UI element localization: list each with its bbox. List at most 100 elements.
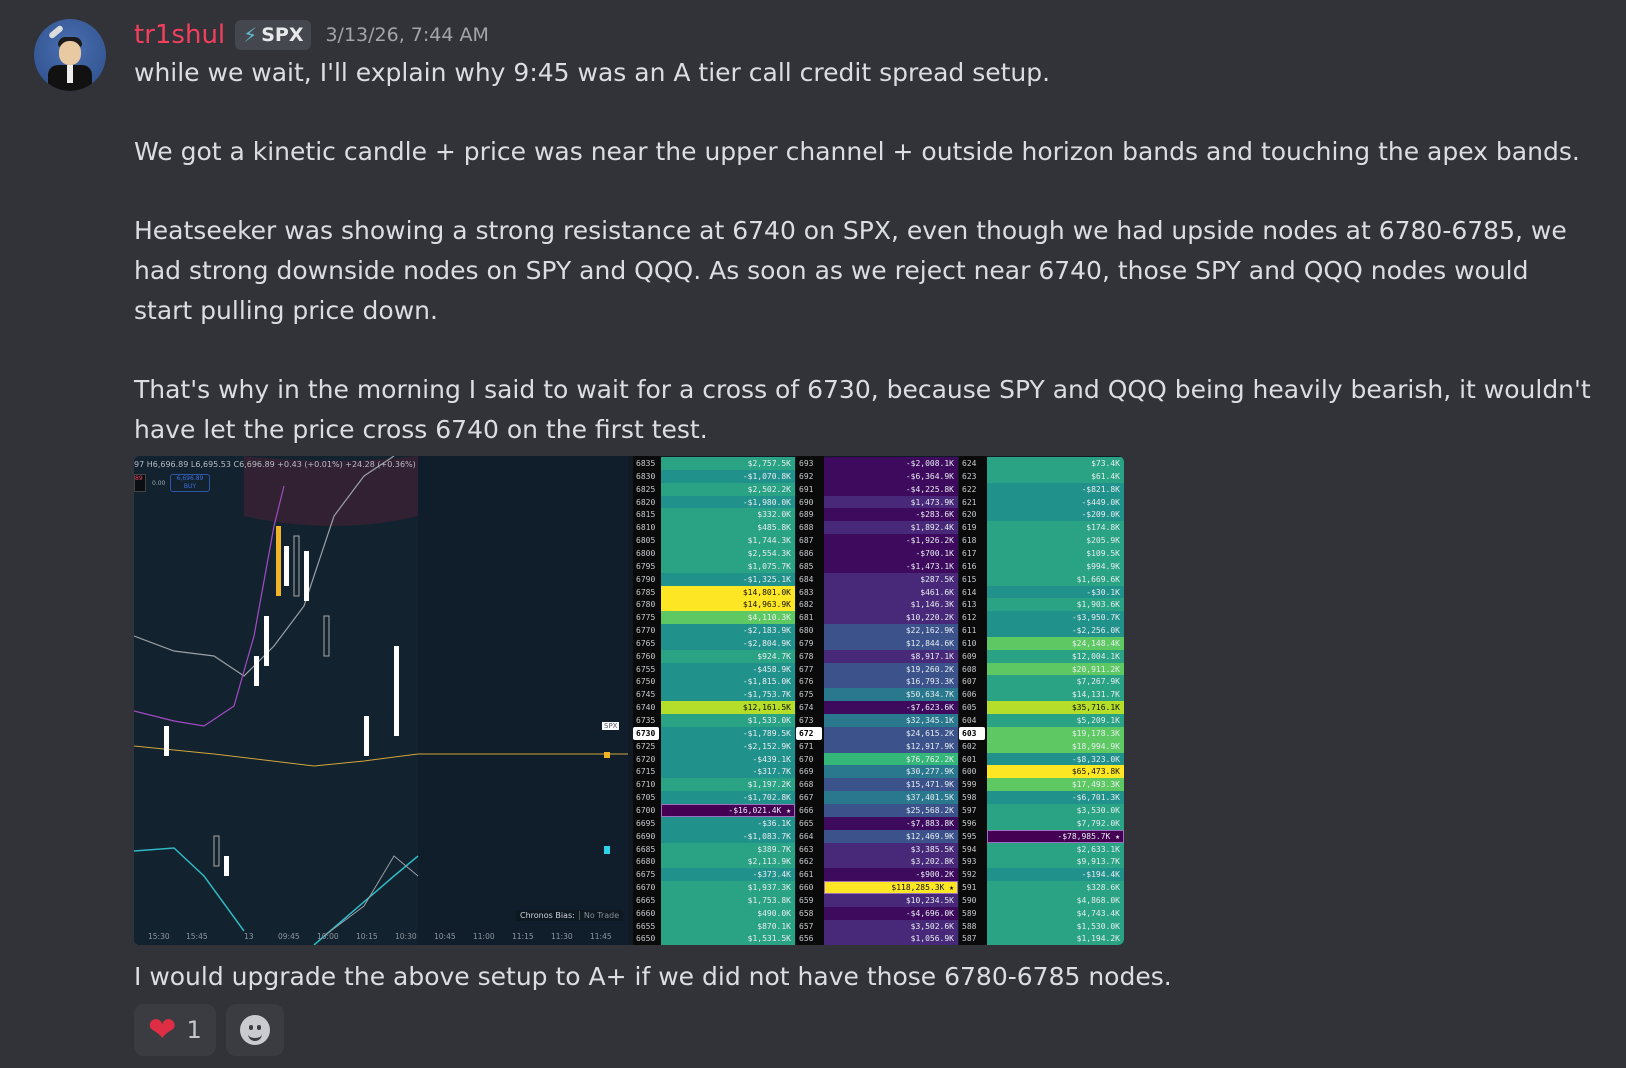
heatmap-cell: $9,913.7K — [987, 855, 1124, 869]
strike-label: 661 — [799, 870, 814, 880]
strike-label: 6655 — [636, 921, 656, 931]
strike-label: 6715 — [636, 767, 656, 777]
heatmap-cell: $1,473.9K — [824, 495, 958, 509]
strike-label: 660 — [799, 883, 814, 893]
heatmap-cell: $328.6K — [987, 881, 1124, 895]
symbol-tag: SPX — [602, 722, 620, 730]
x-tick: 15:30 — [148, 932, 170, 941]
x-tick: 10:15 — [356, 932, 378, 941]
heatmap-cell: -$1,473.1K — [824, 559, 958, 573]
strike-label: 6825 — [636, 484, 656, 494]
x-tick: 11:45 — [590, 932, 612, 941]
strike-label: 620 — [962, 510, 977, 520]
chart-future-pane — [418, 456, 628, 945]
heatmap-cell: -$1,753.7K — [661, 688, 795, 702]
strike-label: 613 — [962, 600, 977, 610]
price-chart: 97 H6,696.89 L6,695.53 C6,696.89 +0.43 (… — [134, 456, 628, 945]
avatar[interactable] — [34, 19, 106, 91]
strike-label: 681 — [799, 613, 814, 623]
heatmap-cell: $3,385.5K — [824, 842, 958, 856]
heatmap-cell: $30,277.9K — [824, 765, 958, 779]
strike-label: 677 — [799, 664, 814, 674]
heatmap-cell: $490.0K — [661, 906, 795, 920]
heatmap-cell: $332.0K — [661, 508, 795, 522]
heatmap-cell: -$2,008.1K — [824, 457, 958, 470]
strike-label: 591 — [962, 883, 977, 893]
strike-label: 589 — [962, 908, 977, 918]
strike-label: 6805 — [636, 536, 656, 546]
strike-label: 679 — [799, 638, 814, 648]
message-paragraph-3: Heatseeker was showing a strong resistan… — [134, 216, 1567, 325]
heatmap-cell: -$30.1K — [987, 585, 1124, 599]
heatmap-cell: $25,568.2K — [824, 803, 958, 817]
x-tick: 11:00 — [473, 932, 495, 941]
strike-label: 587 — [962, 934, 977, 944]
heatmap-cell: -$1,325.1K — [661, 572, 795, 586]
strike-label: 6730 — [633, 726, 659, 740]
heatmap-cell: $10,220.2K — [824, 611, 958, 625]
strike-label: 623 — [962, 471, 977, 481]
chronos-bias: Chronos Bias: No Trade — [516, 910, 624, 921]
heatmap-cell: $7,267.9K — [987, 675, 1124, 689]
reaction-heart[interactable]: ❤ 1 — [134, 1004, 216, 1056]
heatmap-cell: $2,502.2K — [661, 482, 795, 496]
heatmap-cell: -$6,701.3K — [987, 791, 1124, 805]
strike-label: 6680 — [636, 857, 656, 867]
ohlc-readout: 97 H6,696.89 L6,695.53 C6,696.89 +0.43 (… — [134, 460, 416, 469]
strike-label: 6760 — [636, 651, 656, 661]
avatar-tie — [67, 65, 73, 83]
heatmap-cell: -$36.1K — [661, 816, 795, 830]
strike-label: 604 — [962, 716, 977, 725]
buy-price: 6,696.89 — [176, 475, 204, 482]
strike-label: 664 — [799, 831, 814, 841]
strike-label: 680 — [799, 626, 814, 636]
heatmap-cell: -$449.0K — [987, 495, 1124, 509]
strike-label: 6800 — [636, 548, 656, 558]
role-tag[interactable]: ⚡ SPX — [235, 20, 312, 50]
sell-button[interactable]: 89 — [134, 474, 146, 492]
heatmap-cell: $2,554.3K — [661, 546, 795, 560]
lightning-icon: ⚡ — [243, 23, 258, 47]
strike-label: 670 — [799, 754, 814, 764]
strike-label: 603 — [959, 726, 985, 740]
heatmap-cell: $35,716.1K — [987, 701, 1124, 715]
add-reaction-button[interactable] — [225, 1004, 284, 1056]
spread-value: 0.00 — [152, 480, 166, 487]
heatmap-cell: $1,056.9K — [824, 932, 958, 945]
strike-label: 590 — [962, 895, 977, 905]
heatmap-cell: $118,285.3K ★ — [824, 881, 958, 895]
strike-label: 6710 — [636, 780, 656, 790]
heatmap-cell: $1,669.6K — [987, 572, 1124, 586]
strike-label: 686 — [799, 548, 814, 558]
heatmap-cell: $1,146.3K — [824, 598, 958, 612]
strike-label: 666 — [799, 805, 814, 815]
heatmap-cell: $8,917.1K — [824, 649, 958, 663]
heatmap-cell: $4,868.0K — [987, 893, 1124, 907]
heatmap-cell: -$78,985.7K ★ — [987, 829, 1124, 843]
heatmap-cell: $1,903.6K — [987, 598, 1124, 612]
strike-label: 605 — [962, 703, 977, 713]
strike-label: 671 — [799, 741, 814, 751]
heatmap-cell: $5,209.1K — [987, 714, 1124, 727]
buy-button[interactable]: 6,696.89 BUY — [170, 474, 210, 492]
strike-label: 6660 — [636, 908, 656, 918]
heart-icon: ❤ — [148, 1010, 177, 1050]
heatmap-cell: $15,471.9K — [824, 778, 958, 792]
username[interactable]: tr1shul — [134, 20, 226, 50]
heatmap-cell: $12,917.9K — [824, 739, 958, 753]
heatmap-cell: $3,502.6K — [824, 919, 958, 933]
strike-label: 615 — [962, 574, 977, 584]
strike-label: 6755 — [636, 664, 656, 674]
buy-label: BUY — [183, 483, 197, 490]
strike-label: 668 — [799, 780, 814, 790]
strike-label: 621 — [962, 497, 977, 507]
heatmap-cell: -$1,789.5K — [661, 726, 795, 740]
strike-label: 6690 — [636, 831, 656, 841]
heatmap-cell: $76,762.2K — [824, 752, 958, 766]
heatmap-cell: $3,202.8K — [824, 855, 958, 869]
strike-label: 592 — [962, 870, 977, 880]
strike-label: 684 — [799, 574, 814, 584]
heatmap-cell: $12,469.9K — [824, 829, 958, 843]
image-attachment[interactable]: 97 H6,696.89 L6,695.53 C6,696.89 +0.43 (… — [134, 456, 1124, 945]
strike-label: 6830 — [636, 471, 656, 481]
